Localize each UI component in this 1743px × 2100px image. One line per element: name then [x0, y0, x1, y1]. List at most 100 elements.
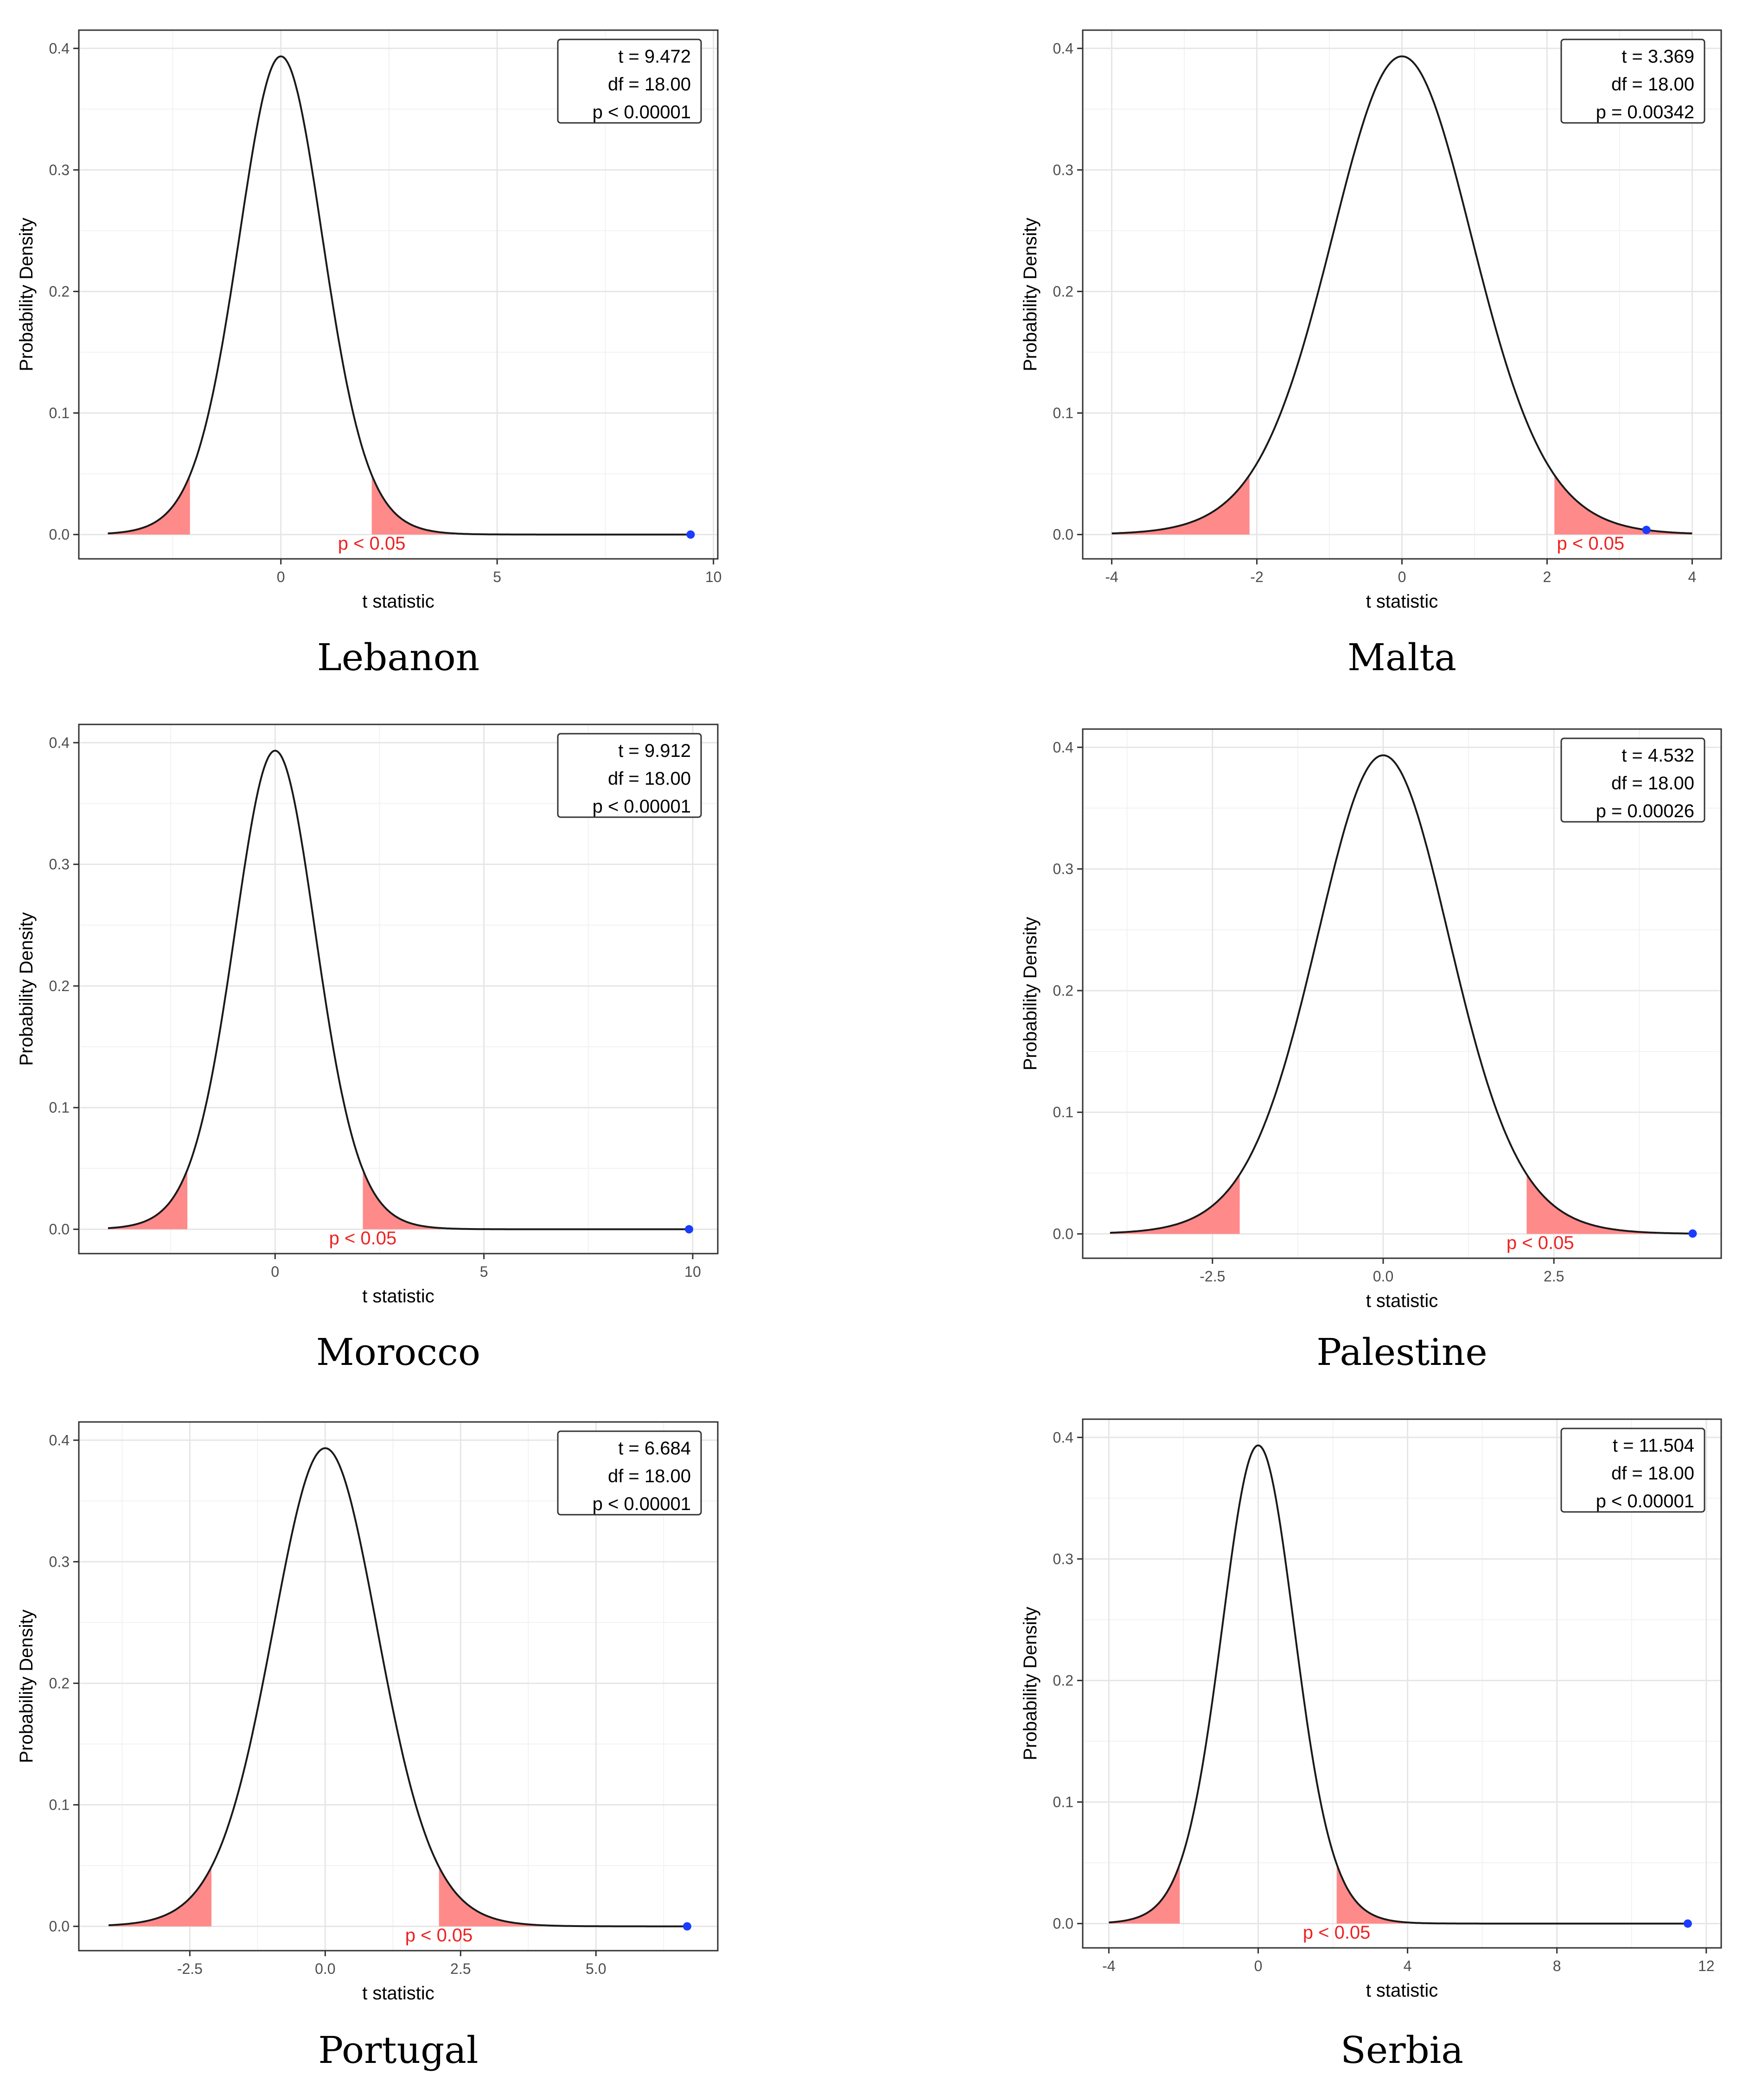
chart-panel-5: 0.0 0.1 0.2 0.3 0.4 -4 0 4 8 12 t statistic Probabi…: [1020, 1418, 1722, 2072]
y-tick-label: 0.3: [1053, 161, 1073, 178]
y-tick-label: 0.3: [1053, 1550, 1073, 1567]
significance-label: p < 0.05: [1303, 1922, 1371, 1943]
y-tick-label: 0.2: [1053, 982, 1073, 999]
y-tick-label: 0.3: [1053, 861, 1073, 877]
rejection-region-left: [1110, 1174, 1240, 1234]
density-curve: [108, 55, 691, 536]
stats-legend-line: df = 18.00: [1611, 74, 1694, 95]
x-tick-label: -4: [1102, 1958, 1115, 1974]
stats-legend-line: p < 0.00001: [593, 1494, 691, 1514]
y-tick-label: 0.0: [1053, 526, 1073, 543]
y-tick-label: 0.1: [1053, 1104, 1073, 1120]
x-tick-label: 12: [1698, 1958, 1715, 1974]
x-tick-label: 0: [1398, 569, 1406, 585]
density-curve: [1110, 754, 1693, 1235]
rejection-region-right: [363, 1170, 442, 1229]
stats-legend-line: t = 4.532: [1622, 745, 1694, 766]
rejection-region-right: [439, 1867, 542, 1927]
panel-caption: Palestine: [1316, 1331, 1488, 1374]
x-tick-label: 0: [271, 1263, 279, 1280]
significance-label: p < 0.05: [1507, 1233, 1574, 1253]
y-tick-label: 0.3: [49, 161, 70, 178]
stats-legend-line: df = 18.00: [608, 74, 691, 95]
x-tick-label: -2.5: [177, 1960, 203, 1977]
y-tick-label: 0.2: [1053, 283, 1073, 300]
plot-border: [78, 29, 719, 560]
x-tick-label: 4: [1688, 569, 1697, 585]
panel-caption: Morocco: [316, 1331, 480, 1374]
rejection-region-right: [1526, 1174, 1657, 1234]
y-tick-label: 0.4: [1053, 1429, 1073, 1446]
y-tick-label: 0.0: [1053, 1915, 1073, 1932]
y-axis-title: Probability Density: [1020, 917, 1041, 1070]
density-curve: [108, 749, 689, 1230]
x-tick-label: 2: [1543, 569, 1551, 585]
stats-legend-line: t = 3.369: [1622, 46, 1694, 67]
x-tick-label: 2.5: [1544, 1268, 1564, 1285]
x-axis-title: t statistic: [1366, 1980, 1438, 2001]
y-tick-label: 0.0: [1053, 1226, 1073, 1242]
x-axis-title: t statistic: [1366, 1291, 1438, 1311]
y-tick-label: 0.2: [49, 978, 70, 994]
x-axis-title: t statistic: [362, 1286, 434, 1306]
y-tick-label: 0.2: [1053, 1672, 1073, 1689]
observed-t-point: [1683, 1919, 1692, 1928]
stats-legend-line: t = 11.504: [1613, 1435, 1694, 1456]
panel-caption: Portugal: [318, 2029, 478, 2072]
stats-legend-line: t = 6.684: [618, 1438, 691, 1459]
significance-label: p < 0.05: [338, 533, 406, 554]
stats-legend-line: t = 9.912: [618, 741, 691, 761]
significance-label: p < 0.05: [329, 1228, 397, 1248]
stats-legend-line: p < 0.00001: [593, 796, 691, 817]
observed-t-point: [686, 530, 695, 539]
y-tick-label: 0.4: [1053, 40, 1073, 57]
y-tick-label: 0.3: [49, 856, 70, 873]
y-axis-title: Probability Density: [1020, 218, 1041, 371]
density-curve: [1109, 1444, 1688, 1925]
x-tick-label: -2.5: [1200, 1268, 1225, 1285]
rejection-region-left: [108, 1170, 188, 1229]
x-tick-label: 10: [684, 1263, 701, 1280]
observed-t-point: [683, 1922, 691, 1931]
panel-caption: Lebanon: [317, 636, 480, 679]
rejection-region-right: [371, 475, 454, 535]
stats-legend-line: df = 18.00: [1611, 1463, 1694, 1484]
plot-border: [78, 723, 719, 1255]
y-tick-label: 0.1: [49, 405, 70, 422]
x-tick-label: -4: [1105, 569, 1118, 585]
rejection-region-left: [1111, 475, 1250, 535]
y-axis-title: Probability Density: [16, 912, 37, 1066]
x-tick-label: 5: [480, 1263, 488, 1280]
y-tick-label: 0.2: [49, 283, 70, 300]
rejection-region-left: [1109, 1864, 1180, 1924]
x-axis-title: t statistic: [1366, 591, 1438, 612]
observed-t-point: [1688, 1229, 1697, 1238]
y-tick-label: 0.4: [49, 734, 70, 751]
x-axis-title: t statistic: [362, 591, 434, 612]
significance-label: p < 0.05: [1557, 533, 1624, 554]
x-tick-label: 8: [1553, 1958, 1561, 1974]
stats-legend-line: t = 9.472: [618, 46, 691, 67]
x-tick-label: 5: [493, 569, 501, 585]
stats-legend-box: [1560, 737, 1705, 823]
significance-label: p < 0.05: [405, 1925, 473, 1946]
x-tick-label: 0: [1254, 1958, 1263, 1974]
stats-legend-line: p = 0.00026: [1596, 801, 1694, 821]
stats-legend-line: df = 18.00: [1611, 773, 1694, 794]
y-axis-title: Probability Density: [16, 1609, 37, 1763]
stats-legend-box: [557, 733, 702, 818]
stats-legend-box: [1560, 38, 1705, 124]
rejection-region-left: [108, 475, 190, 535]
panel-caption: Serbia: [1341, 2029, 1463, 2072]
y-tick-label: 0.4: [49, 1432, 70, 1448]
y-axis-title: Probability Density: [16, 218, 37, 371]
y-tick-label: 0.3: [49, 1553, 70, 1570]
y-tick-label: 0.1: [49, 1099, 70, 1116]
x-tick-label: -2: [1250, 569, 1263, 585]
stats-legend-line: df = 18.00: [608, 1466, 691, 1486]
stats-legend-box: [557, 38, 702, 124]
chart-panel-4: 0.0 0.1 0.2 0.3 0.4 -2.5 0.0 2.5 5.0 t statistic P…: [16, 1421, 719, 2072]
density-curve: [109, 1447, 687, 1927]
panel-caption: Malta: [1347, 636, 1456, 679]
y-tick-label: 0.0: [49, 526, 70, 543]
